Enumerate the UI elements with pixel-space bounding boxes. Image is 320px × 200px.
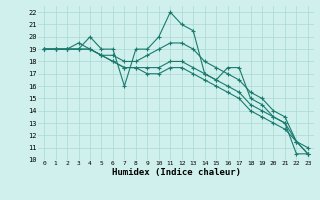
X-axis label: Humidex (Indice chaleur): Humidex (Indice chaleur) (111, 168, 241, 177)
